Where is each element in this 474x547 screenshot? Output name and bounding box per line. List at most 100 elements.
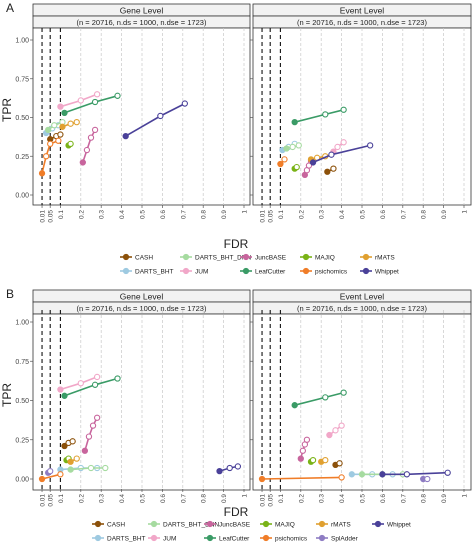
y-tick-label: 0.75	[15, 359, 29, 366]
plot-border	[32, 27, 251, 206]
plot-area: 0.01 0.05 0.1 0.2 0.3 0.4 0.5 0.6 0.7 0.8 0.9 1 0.00…	[15, 310, 251, 507]
data-point-juncbase	[87, 134, 95, 141]
x-tick-label: 0.7	[180, 494, 187, 503]
data-point-psichomics	[277, 160, 284, 168]
data-point-jum	[93, 91, 101, 98]
data-point-leafcutter	[340, 106, 347, 113]
legend-swatch-point	[94, 520, 102, 528]
data-point-spladder	[424, 475, 431, 483]
data-point-jum	[326, 431, 333, 439]
x-tick-label: 0.05	[268, 494, 275, 507]
x-tick-label: 0.05	[48, 210, 55, 223]
facet-title: Gene Level	[120, 292, 164, 302]
data-point-darts_bht_dnn	[51, 122, 58, 129]
x-tick-label: 0.1	[58, 210, 65, 219]
panel-b-x-axis-label: FDR	[224, 505, 249, 519]
data-point-rmats	[59, 123, 66, 130]
facet-title: Gene Level	[120, 6, 164, 16]
plot-area: 0.01 0.05 0.1 0.2 0.3 0.4 0.5 0.6 0.7 0.8 0.9 1 0.00…	[15, 27, 251, 223]
x-tick-label: 0.3	[99, 494, 106, 503]
data-point-jum	[93, 373, 101, 381]
legend-swatch-point	[242, 267, 250, 275]
legend-label: rMATS	[375, 255, 395, 262]
legend-label: LeafCutter	[219, 536, 250, 543]
panel-a: TPR FDR Gene Level (n = 20716, n.ds = 10…	[0, 3, 472, 276]
x-tick-label: 0.05	[48, 494, 55, 507]
data-point-darts_bht_dnn	[289, 143, 296, 151]
data-point-psichomics	[47, 140, 54, 147]
data-point-psichomics	[281, 156, 288, 163]
x-tick-label: 0.2	[78, 494, 85, 503]
legend-swatch-point	[374, 520, 382, 528]
data-point-majiq	[67, 140, 74, 147]
legend-swatch-point	[150, 520, 158, 528]
x-tick-label: 0.6	[380, 210, 387, 219]
data-point-leafcutter	[114, 375, 121, 382]
x-tick-label: 0.01	[260, 210, 267, 223]
legend-swatch-point	[362, 267, 370, 275]
x-tick-label: 0.5	[360, 494, 367, 503]
x-tick-label: 0.9	[441, 494, 448, 503]
x-tick-label: 0.9	[441, 210, 448, 219]
x-tick-label: 0.6	[160, 210, 167, 219]
data-point-spladder	[47, 467, 54, 475]
legend-label: JUM	[163, 536, 176, 543]
data-point-cash	[61, 442, 68, 450]
data-point-psichomics	[55, 137, 62, 144]
x-tick-label: 0.8	[201, 210, 208, 219]
x-tick-label: 0.5	[360, 210, 367, 219]
data-point-whippet	[181, 100, 188, 107]
data-point-darts_bht_dnn	[295, 142, 302, 149]
legend-swatch-point	[182, 267, 190, 275]
legend-swatch-point	[302, 267, 310, 275]
x-tick-label: 1	[242, 210, 249, 214]
data-point-darts_bht_dnn	[45, 126, 52, 134]
data-point-darts_bht_dnn	[87, 464, 95, 472]
x-tick-label: 0.3	[99, 210, 106, 219]
data-point-leafcutter	[91, 381, 99, 388]
legend-swatch-point	[242, 253, 250, 261]
panel-a-legend: CASH DARTS_BHT_DNN JuncBASE MAJIQ rMATS DARTS…	[120, 253, 399, 276]
x-tick-label: 0.4	[339, 210, 346, 219]
data-point-cash	[57, 131, 64, 138]
panel-b-facet-event: Event Level (n = 20716, n.ds = 1000, n.d…	[250, 289, 472, 507]
data-point-jum	[77, 97, 84, 104]
x-tick-label: 1	[242, 494, 249, 498]
x-tick-label: 0.9	[221, 210, 228, 219]
legend-swatch-point	[318, 534, 326, 542]
y-tick-label: 0.25	[15, 437, 29, 444]
legend-label: DARTS_BHT	[135, 269, 174, 276]
data-point-juncbase	[299, 447, 306, 454]
x-tick-label: 0.4	[339, 494, 346, 503]
data-point-jum	[332, 427, 339, 434]
x-tick-label: 0.3	[319, 494, 326, 503]
legend-label: JuncBASE	[255, 255, 287, 262]
data-point-whippet	[403, 471, 411, 478]
y-tick-label: 0.00	[15, 193, 29, 200]
x-tick-label: 0.01	[40, 494, 47, 507]
facet-title: Event Level	[340, 6, 385, 16]
data-point-juncbase	[303, 436, 311, 443]
panel-a-y-axis-label: TPR	[0, 98, 14, 122]
legend-swatch-point	[318, 520, 326, 528]
x-tick-label: 0.2	[298, 210, 305, 219]
y-tick-label: 0.50	[15, 398, 29, 405]
data-point-jum	[77, 380, 84, 387]
data-point-psichomics	[338, 474, 345, 481]
x-tick-label: 0.7	[400, 494, 407, 503]
data-point-rmats	[73, 455, 80, 462]
legend-swatch-point	[122, 253, 130, 261]
legend-swatch-point	[302, 253, 310, 261]
legend-label: DARTS_BHT_DNN	[163, 522, 220, 529]
x-tick-label: 0.2	[78, 210, 85, 219]
data-point-whippet	[309, 159, 317, 166]
x-tick-label: 0.9	[221, 494, 228, 503]
data-point-juncbase	[93, 414, 101, 421]
data-point-majiq	[293, 163, 300, 171]
data-point-leafcutter	[91, 98, 99, 106]
x-tick-label: 0.4	[119, 494, 126, 503]
data-point-jum	[334, 143, 341, 151]
x-tick-label: 0.05	[268, 210, 275, 223]
legend-label: LeafCutter	[255, 269, 286, 276]
x-tick-label: 0.1	[58, 494, 65, 503]
